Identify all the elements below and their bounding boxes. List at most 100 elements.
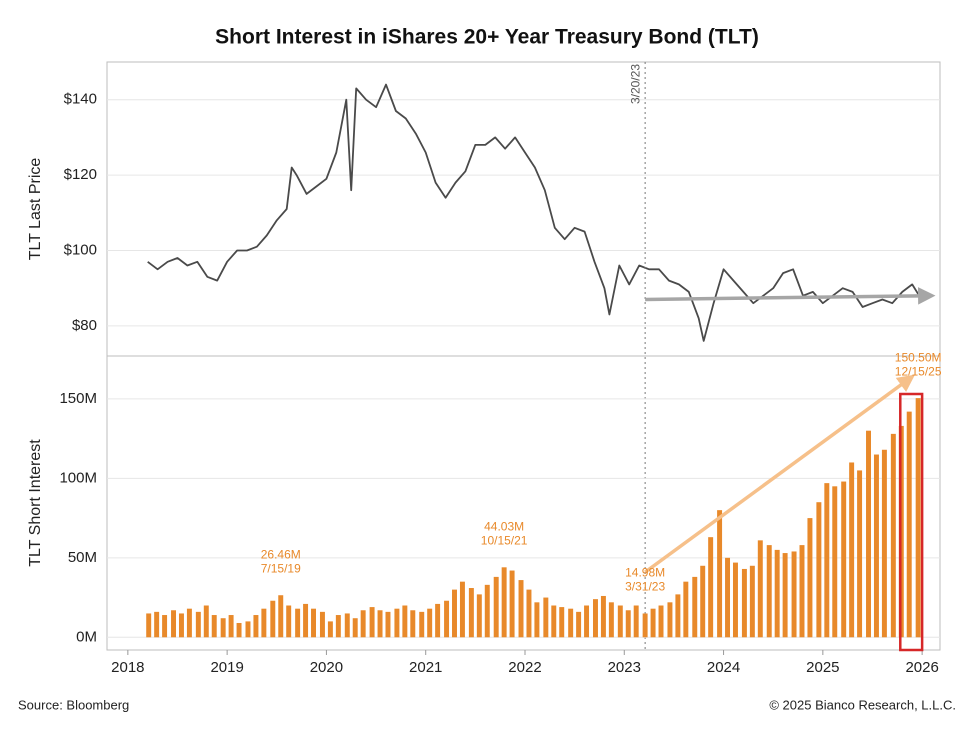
- bar: [195, 611, 201, 638]
- event-label: 3/20/23: [628, 64, 642, 104]
- bar: [534, 602, 540, 638]
- bar: [468, 588, 474, 638]
- bar: [774, 549, 780, 638]
- bar: [286, 605, 292, 638]
- source: Source: Bloomberg: [18, 697, 129, 712]
- bar: [749, 565, 755, 638]
- bar: [295, 608, 301, 638]
- x-tick-label: 2024: [707, 659, 740, 676]
- bar: [650, 608, 656, 638]
- bar: [410, 610, 416, 638]
- bar: [824, 483, 830, 638]
- annotation-date: 10/15/21: [481, 533, 528, 547]
- y-tick-label: 0M: [76, 628, 97, 645]
- bar: [146, 613, 152, 638]
- bar: [675, 594, 681, 638]
- bar: [435, 603, 441, 638]
- bar: [708, 537, 714, 638]
- bar: [625, 610, 631, 638]
- bar: [526, 589, 532, 638]
- bar: [732, 562, 738, 638]
- bar: [154, 611, 160, 638]
- bar: [186, 608, 192, 638]
- bar: [501, 567, 507, 638]
- y-tick-label: 50M: [68, 549, 97, 566]
- annotation-value: 150.50M: [895, 350, 942, 364]
- bar: [568, 608, 574, 638]
- x-tick-label: 2021: [409, 659, 442, 676]
- bar: [476, 594, 482, 638]
- bar: [725, 557, 731, 638]
- bar: [402, 605, 408, 638]
- bar: [915, 398, 921, 638]
- bar: [352, 618, 358, 638]
- bar: [816, 502, 822, 638]
- bar: [419, 611, 425, 638]
- bar: [344, 613, 350, 638]
- credit: © 2025 Bianco Research, L.L.C.: [769, 697, 956, 712]
- bar: [667, 602, 673, 638]
- bar: [270, 600, 276, 638]
- x-tick-label: 2023: [608, 659, 641, 676]
- bar: [700, 565, 706, 638]
- annotation-value: 14.98M: [625, 566, 665, 580]
- bar: [245, 621, 251, 638]
- bar: [459, 581, 465, 638]
- bar: [319, 611, 325, 638]
- bar: [311, 608, 316, 638]
- bar: [608, 602, 614, 638]
- bar: [600, 595, 606, 638]
- bar: [369, 607, 375, 638]
- bar: [683, 581, 689, 638]
- trend-arrow: [645, 287, 936, 305]
- bar: [832, 486, 838, 638]
- x-tick-label: 2022: [508, 659, 541, 676]
- bar: [592, 599, 598, 638]
- bar: [807, 518, 813, 638]
- bar: [335, 615, 341, 638]
- price-line: [147, 83, 920, 342]
- bar: [741, 568, 747, 638]
- bar: [633, 605, 639, 638]
- y-tick-label: 150M: [59, 390, 97, 407]
- bar: [692, 576, 698, 638]
- bar: [203, 605, 209, 638]
- y-tick-label: 100M: [59, 469, 97, 486]
- annotation-value: 26.46M: [261, 547, 301, 561]
- trend-arrow: [644, 374, 916, 574]
- bar: [766, 545, 772, 638]
- y-tick-label: $100: [64, 241, 97, 258]
- annotation-date: 7/15/19: [261, 561, 301, 575]
- bar: [873, 454, 879, 638]
- x-tick-label: 2020: [310, 659, 343, 676]
- bar: [757, 540, 763, 638]
- bar: [799, 545, 805, 638]
- bar: [551, 605, 557, 638]
- bar: [890, 433, 896, 638]
- bar: [717, 510, 723, 638]
- y-axis-title: TLT Short Interest: [27, 439, 44, 567]
- bar: [849, 462, 855, 638]
- bar: [617, 605, 623, 638]
- x-tick-label: 2025: [806, 659, 839, 676]
- y-tick-label: $80: [72, 317, 97, 334]
- annotation-date: 3/31/23: [625, 580, 665, 594]
- bar: [427, 608, 433, 638]
- bar: [906, 411, 912, 638]
- y-tick-label: $140: [64, 91, 97, 108]
- bar: [228, 615, 234, 638]
- bar: [493, 576, 499, 638]
- bar: [782, 553, 788, 638]
- bar: [866, 430, 871, 638]
- bar: [236, 622, 242, 638]
- bar: [559, 607, 565, 638]
- bar: [543, 597, 549, 638]
- x-tick-label: 2019: [210, 659, 243, 676]
- bar: [162, 615, 168, 638]
- y-tick-label: $120: [64, 166, 97, 183]
- highlight-box: [899, 392, 924, 652]
- bar: [658, 605, 664, 638]
- bar: [518, 580, 524, 638]
- x-tick-label: 2018: [111, 659, 144, 676]
- bar: [484, 584, 490, 638]
